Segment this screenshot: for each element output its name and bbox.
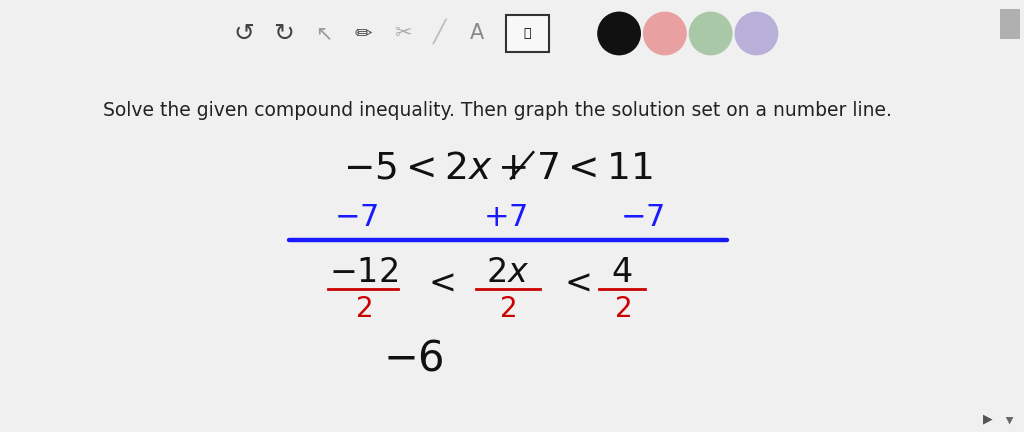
Text: $-12$: $-12$: [329, 256, 398, 289]
Text: $4$: $4$: [611, 256, 633, 289]
Text: ↻: ↻: [273, 22, 294, 45]
Text: $2$: $2$: [499, 295, 516, 324]
Ellipse shape: [689, 12, 732, 55]
Text: ▶: ▶: [1005, 416, 1015, 423]
Text: ✏: ✏: [354, 23, 372, 44]
Text: $-7$: $-7$: [620, 203, 665, 232]
Text: $2$: $2$: [355, 295, 372, 324]
Text: $-6$: $-6$: [383, 337, 443, 380]
Text: A: A: [470, 23, 484, 44]
Text: 🏔: 🏔: [523, 27, 531, 40]
Text: ╱: ╱: [433, 19, 446, 44]
Text: $-5 < 2x + \not{7} < 11$: $-5 < 2x + \not{7} < 11$: [343, 151, 652, 187]
Text: ▶: ▶: [983, 413, 992, 426]
Ellipse shape: [643, 12, 687, 55]
Text: $+7$: $+7$: [483, 203, 527, 232]
Ellipse shape: [734, 12, 778, 55]
Ellipse shape: [597, 12, 641, 55]
Bar: [999, 9, 1020, 39]
FancyBboxPatch shape: [506, 16, 550, 52]
Text: $-7$: $-7$: [334, 203, 379, 232]
Text: ↺: ↺: [233, 22, 254, 45]
Text: Solve the given compound inequality. Then graph the solution set on a number lin: Solve the given compound inequality. The…: [103, 101, 892, 120]
Text: $2x$: $2x$: [486, 256, 529, 289]
Text: $<$: $<$: [558, 266, 591, 299]
Text: ✂: ✂: [394, 23, 412, 44]
Text: $2$: $2$: [613, 295, 631, 324]
Text: ↖: ↖: [314, 23, 332, 44]
Text: $<$: $<$: [422, 266, 455, 299]
